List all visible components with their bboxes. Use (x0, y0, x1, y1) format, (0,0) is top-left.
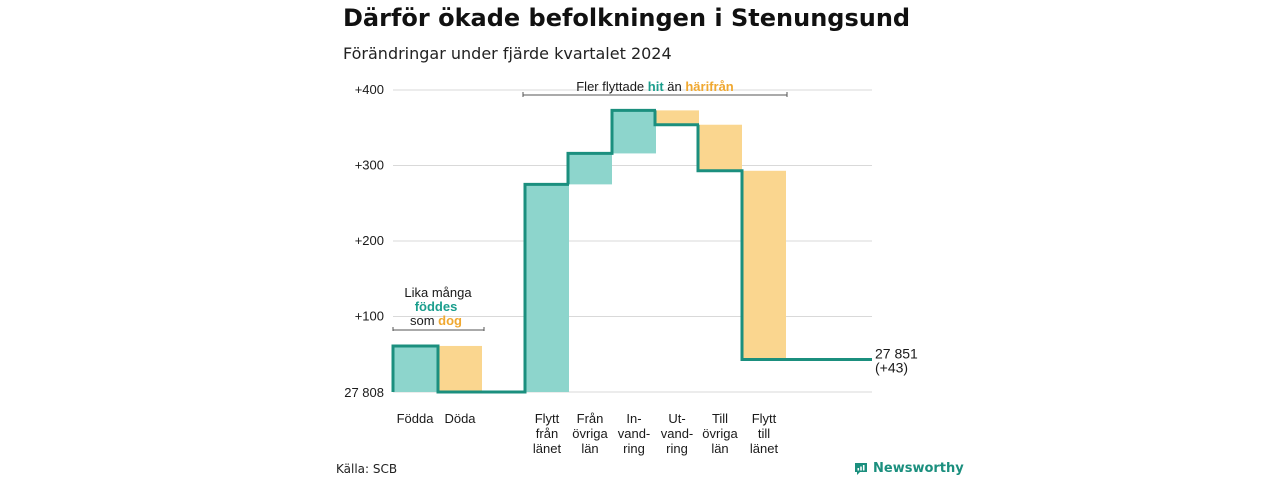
source-note: Källa: SCB (336, 462, 398, 476)
brand-label: Newsworthy (873, 461, 964, 476)
category-label: övriga (572, 426, 608, 441)
waterfall-bar (698, 124, 742, 171)
waterfall-bar (655, 110, 699, 125)
annotation-right-out-word: härifrån (685, 79, 733, 94)
annotation-left-line3: som dog (410, 313, 462, 328)
newsworthy-logo-icon (854, 462, 868, 476)
category-label: Flytt (535, 411, 560, 426)
waterfall-bar (525, 184, 569, 392)
chart-subtitle: Förändringar under fjärde kvartalet 2024 (343, 44, 672, 63)
annotation-right-in-word: hit (648, 79, 665, 94)
chart-title: Därför ökade befolkningen i Stenungsund (343, 4, 911, 32)
category-label: övriga (702, 426, 738, 441)
category-label: från (536, 426, 558, 441)
category-label: In- (626, 411, 641, 426)
y-tick-label: +400 (355, 82, 384, 97)
category-label: Födda (397, 411, 435, 426)
annotation-right-bracket (522, 92, 788, 97)
annotation-left-line1: Lika många (404, 285, 472, 300)
category-label: Ut- (668, 411, 685, 426)
category-label: Från (577, 411, 604, 426)
waterfall-bar (438, 345, 482, 392)
category-label: ring (623, 441, 645, 456)
annotation-left-prefix: som (410, 313, 438, 328)
category-label: ring (666, 441, 688, 456)
annotation-right-middle: än (664, 79, 686, 94)
category-label: vand- (661, 426, 694, 441)
category-label: Döda (444, 411, 476, 426)
waterfall-bar (568, 153, 612, 185)
end-value-label: 27 851 (875, 346, 918, 362)
category-label: till (758, 426, 770, 441)
category-label: länet (533, 441, 562, 456)
waterfall-bar (393, 345, 437, 392)
base-value-label: 27 808 (344, 385, 384, 400)
category-label: län (581, 441, 598, 456)
annotation-left-bracket (392, 327, 485, 331)
category-label: vand- (618, 426, 651, 441)
annotation-right-text: Fler flyttade hit än härifrån (576, 79, 734, 94)
end-change-label: (+43) (875, 360, 908, 376)
annotation-left-in-word: föddes (415, 299, 458, 314)
cumulative-step-line (391, 108, 872, 394)
annotation-left-out-word: dog (438, 313, 462, 328)
category-label: länet (750, 441, 779, 456)
y-tick-label: +100 (355, 309, 384, 324)
category-label: län (711, 441, 728, 456)
category-label: Flytt (752, 411, 777, 426)
waterfall-bar (612, 110, 656, 154)
y-tick-label: +300 (355, 158, 384, 173)
y-tick-label: +200 (355, 233, 384, 248)
category-label: Till (712, 411, 728, 426)
waterfall-bar (742, 170, 786, 360)
annotation-right-prefix: Fler flyttade (576, 79, 648, 94)
brand-logo: Newsworthy (854, 461, 964, 476)
